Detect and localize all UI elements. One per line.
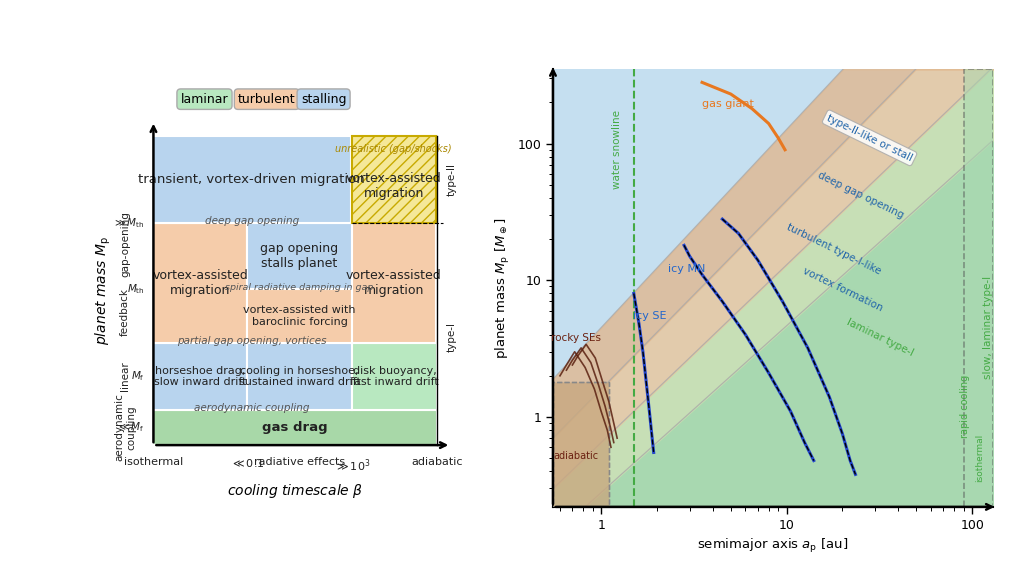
Bar	[154, 137, 350, 223]
Bar	[964, 69, 993, 507]
Text: type-II: type-II	[446, 163, 457, 196]
Text: isothermal: isothermal	[975, 434, 984, 482]
Bar	[247, 343, 352, 410]
Text: gap opening
stalls planet: gap opening stalls planet	[260, 242, 339, 270]
Text: planet mass $M_{\rm p}$: planet mass $M_{\rm p}$	[94, 236, 114, 345]
Text: disk buoyancy,
fast inward drift: disk buoyancy, fast inward drift	[350, 366, 439, 387]
Bar	[154, 410, 437, 445]
Bar	[352, 137, 435, 223]
Text: rocky SEs: rocky SEs	[551, 333, 601, 343]
Text: cooling timescale $\beta$: cooling timescale $\beta$	[227, 482, 364, 500]
Text: $\ll M_{\rm f}$: $\ll M_{\rm f}$	[117, 420, 145, 434]
Text: deep gap opening: deep gap opening	[816, 170, 905, 220]
Text: gap-opening: gap-opening	[120, 211, 130, 277]
Text: type-I: type-I	[446, 322, 457, 352]
Text: type-II-like or stall: type-II-like or stall	[825, 113, 914, 163]
Text: vortex-assisted
migration: vortex-assisted migration	[153, 269, 248, 297]
Text: $\gg M_{\rm th}$: $\gg M_{\rm th}$	[113, 216, 145, 230]
Text: cooling in horseshoe,
sustained inward drift: cooling in horseshoe, sustained inward d…	[239, 366, 360, 387]
Bar	[352, 343, 437, 410]
Text: water snowline: water snowline	[612, 110, 623, 190]
Y-axis label: planet mass $M_{\rm p}$ [$M_\oplus$]: planet mass $M_{\rm p}$ [$M_\oplus$]	[494, 217, 512, 359]
Text: transient, vortex-driven migration: transient, vortex-driven migration	[138, 173, 366, 186]
Text: slow, laminar type-I: slow, laminar type-I	[983, 276, 993, 379]
Text: vortex-assisted with
baroclinic forcing: vortex-assisted with baroclinic forcing	[244, 305, 355, 327]
Text: vortex-assisted
migration: vortex-assisted migration	[346, 172, 441, 200]
Text: deep gap opening: deep gap opening	[205, 215, 299, 226]
Bar	[154, 343, 247, 410]
Text: turbulent type-I-like: turbulent type-I-like	[785, 222, 883, 276]
Text: horseshoe drag,
slow inward drift: horseshoe drag, slow inward drift	[154, 366, 247, 387]
Text: unrealistic (gap/shocks): unrealistic (gap/shocks)	[336, 144, 452, 154]
Text: stalling: stalling	[301, 93, 346, 105]
Text: spiral radiative damping in gap: spiral radiative damping in gap	[225, 283, 374, 292]
Text: adiabatic: adiabatic	[412, 457, 463, 468]
X-axis label: semimajor axis $a_{\rm p}$ [au]: semimajor axis $a_{\rm p}$ [au]	[697, 537, 849, 555]
Bar	[553, 382, 609, 507]
Text: linear: linear	[120, 362, 130, 392]
Text: adiabatic: adiabatic	[553, 451, 598, 461]
Text: radiative effects: radiative effects	[254, 457, 345, 468]
Text: aerodynamic coupling: aerodynamic coupling	[195, 403, 309, 413]
Text: icy MN: icy MN	[669, 264, 706, 274]
Bar	[247, 223, 352, 289]
Text: gas giant: gas giant	[701, 99, 754, 109]
Text: gas drag: gas drag	[262, 421, 328, 434]
Text: $M_{\rm f}$: $M_{\rm f}$	[131, 370, 145, 384]
Bar	[154, 223, 247, 343]
Text: partial gap opening, vortices: partial gap opening, vortices	[177, 336, 327, 346]
Bar	[352, 223, 435, 343]
Text: $\gg 10^{3}$: $\gg 10^{3}$	[334, 457, 371, 474]
Text: vortex-assisted
migration: vortex-assisted migration	[346, 269, 441, 297]
Text: $M_{\rm th}$: $M_{\rm th}$	[127, 282, 145, 296]
Text: vortex formation: vortex formation	[801, 266, 884, 313]
Text: laminar type-I: laminar type-I	[845, 317, 915, 358]
Text: feedback: feedback	[120, 289, 130, 336]
Bar	[553, 382, 609, 507]
Text: isothermal: isothermal	[124, 457, 183, 468]
Text: icy SE: icy SE	[633, 310, 667, 321]
Text: $\ll 0.1$: $\ll 0.1$	[229, 457, 264, 469]
Text: turbulent: turbulent	[238, 93, 296, 105]
Text: aerodynamic
coupling: aerodynamic coupling	[115, 393, 136, 461]
Bar	[247, 289, 352, 343]
Text: rapid cooling: rapid cooling	[959, 374, 970, 438]
Text: laminar: laminar	[180, 93, 228, 105]
